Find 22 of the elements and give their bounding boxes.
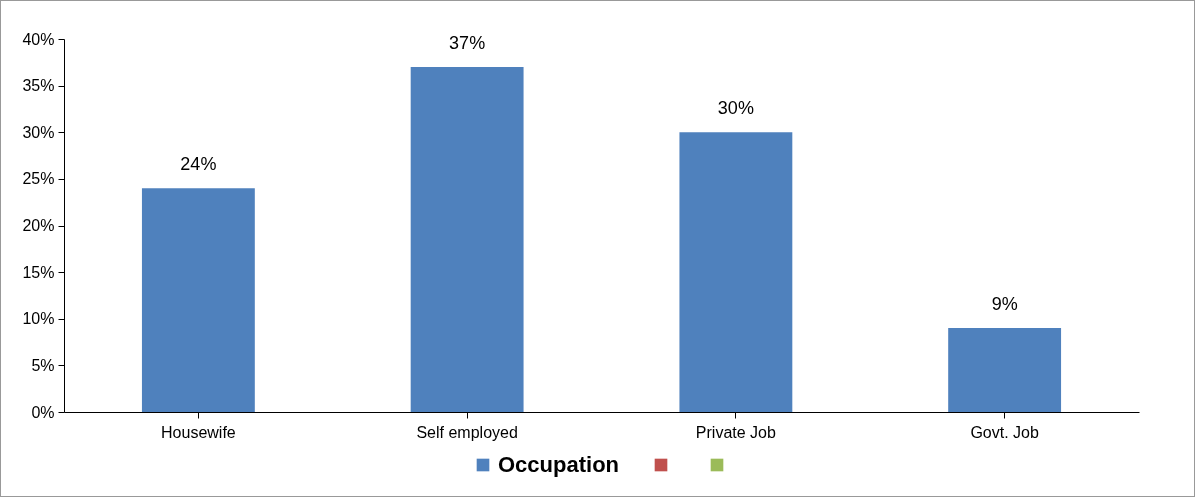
x-tick-label: Housewife: [161, 423, 236, 441]
y-tick-label: 10%: [22, 310, 55, 328]
y-tick-label: 30%: [22, 123, 55, 141]
x-tick-label: Self employed: [416, 423, 518, 441]
y-tick-label: 5%: [31, 356, 55, 374]
y-tick-label: 35%: [22, 77, 55, 95]
legend-label: Occupation: [498, 452, 620, 477]
y-tick-label: 40%: [22, 30, 55, 48]
bar: [410, 66, 524, 412]
x-tick-label: Private Job: [695, 423, 776, 441]
y-tick-label: 25%: [22, 170, 55, 188]
y-tick-label: 0%: [31, 403, 55, 421]
bar: [948, 328, 1062, 412]
data-label: 9%: [991, 294, 1018, 315]
x-tick-label: Govt. Job: [970, 423, 1039, 441]
data-label: 24%: [180, 154, 217, 175]
y-tick-label: 20%: [22, 217, 55, 234]
y-tick-label: 15%: [22, 263, 55, 281]
bar: [679, 132, 793, 412]
data-label: 37%: [449, 32, 486, 53]
bar: [141, 188, 255, 412]
data-label: 30%: [717, 98, 754, 119]
